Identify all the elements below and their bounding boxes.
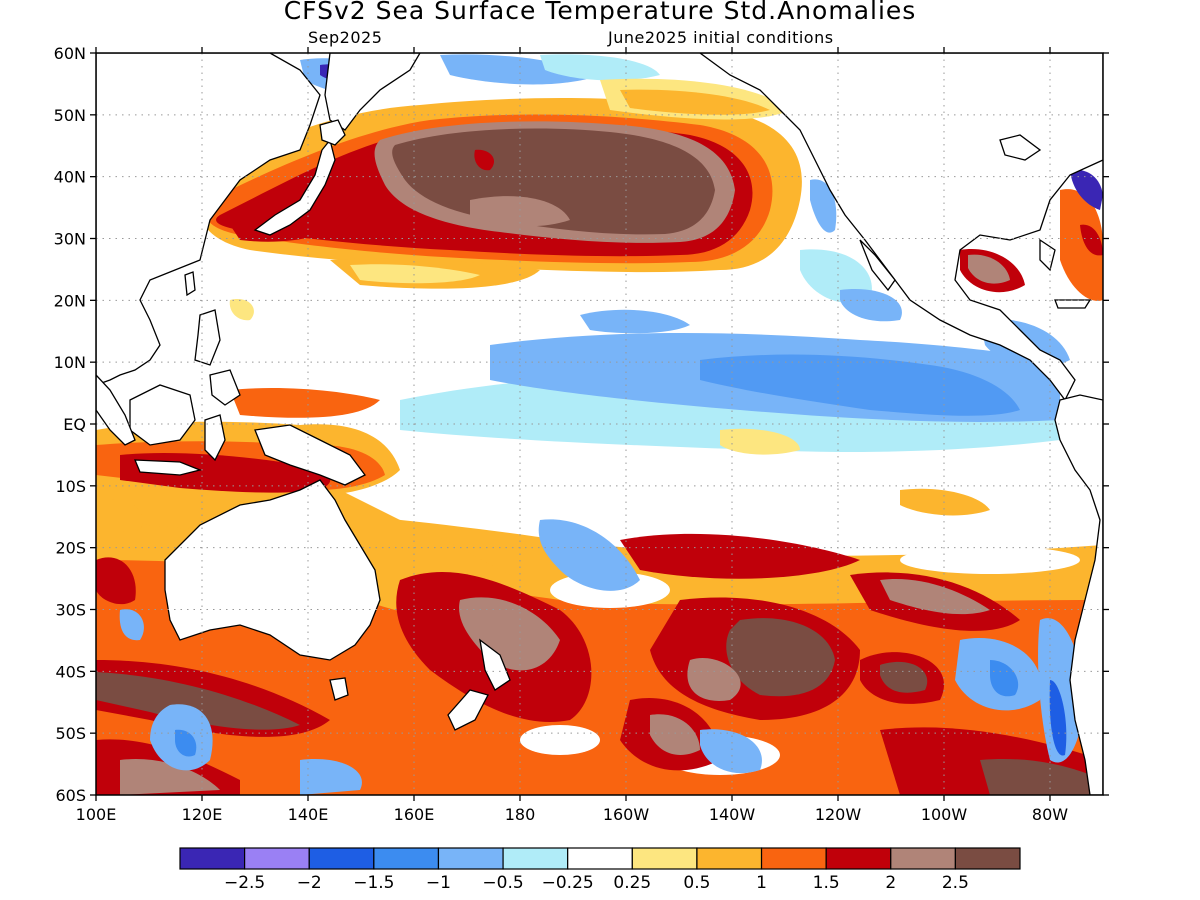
lat-label: 30S [55,601,86,620]
lat-label: 20N [54,291,86,310]
map-title: CFSv2 Sea Surface Temperature Std.Anomal… [283,0,917,25]
colorbar-label: −1 [426,873,451,893]
lat-label: 30N [54,230,86,249]
lon-label: 80W [1032,805,1068,824]
colorbar-swatch [567,847,633,870]
colorbar-swatch [890,847,956,870]
lon-label: 100E [76,805,117,824]
lat-label: 50N [54,106,86,125]
lon-label: 140W [709,805,756,824]
colorbar-swatch [373,847,440,870]
gridlines [96,53,1103,795]
lon-label: 160W [603,805,650,824]
colorbar: −2.5 −2 −1.5 −1 −0.5 −0.25 0.25 0.5 1 1.5 2 2.5 [179,847,1021,893]
colorbar-swatch [954,847,1021,870]
lat-label: 10N [54,353,86,372]
colorbar-swatch [502,847,569,870]
colorbar-label: −2 [297,873,322,893]
colorbar-swatch [179,847,246,870]
forecast-month: Sep2025 [308,28,383,47]
colorbar-label: 2 [885,873,896,893]
lon-label: 100W [921,805,968,824]
colorbar-swatch [631,847,698,870]
colorbar-label: 2.5 [942,873,969,893]
colorbar-swatch [244,847,310,870]
lon-label: 120W [815,805,862,824]
colorbar-swatch [760,847,827,870]
longitude-axis: 100E 120E 140E 160E 180 160W 140W 120W 100W 80W [76,47,1068,824]
colorbar-label: 0.25 [613,873,651,893]
colorbar-swatch [825,847,892,870]
lat-label: 40N [54,168,86,187]
lon-label: 160E [394,805,435,824]
colorbar-label: −0.25 [542,873,594,893]
colorbar-swatch [696,847,763,870]
initial-conditions: June2025 initial conditions [608,28,834,47]
plot-area [96,53,1103,795]
colorbar-label: −0.5 [482,873,523,893]
colorbar-label: 0.5 [683,873,710,893]
lat-label: 50S [55,724,86,743]
colorbar-label: 1.5 [813,873,840,893]
lat-label: 20S [55,539,86,558]
latitude-axis: 60N 50N 40N 30N 20N 10N EQ 10S 20S 30S 40S 50S 60S [54,44,1109,805]
colorbar-label: −1.5 [353,873,394,893]
continents [96,53,1103,795]
colorbar-swatch [437,847,504,870]
lat-label: EQ [63,415,86,434]
colorbar-label: −2.5 [224,873,265,893]
lat-label: 60N [54,44,86,63]
lon-label: 180 [505,805,536,824]
lon-label: 120E [182,805,223,824]
lat-label: 60S [55,786,86,805]
lon-label: 140E [288,805,329,824]
lat-label: 10S [55,477,86,496]
colorbar-label: 1 [756,873,767,893]
lat-label: 40S [55,662,86,681]
colorbar-swatch [308,847,375,870]
